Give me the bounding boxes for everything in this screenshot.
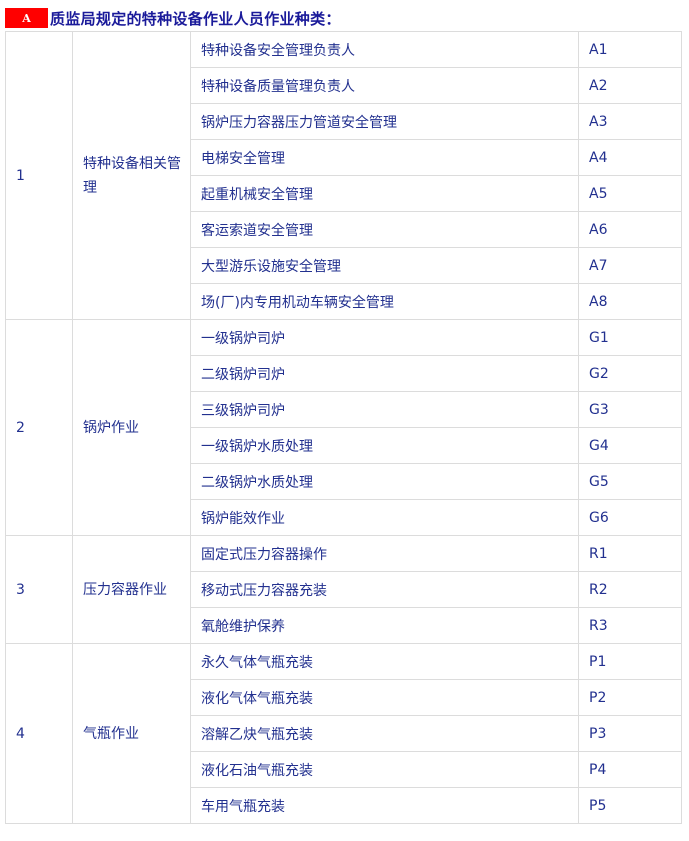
- table-row: 起重机械安全管理 A5: [6, 175, 682, 212]
- table-row: 电梯安全管理 A4: [6, 139, 682, 176]
- group-category: 特种设备相关管理: [72, 31, 191, 320]
- operation-code: G6: [578, 499, 682, 536]
- operation-name: 一级锅炉水质处理: [190, 427, 579, 464]
- table-row: 大型游乐设施安全管理 A7: [6, 247, 682, 284]
- operation-name: 起重机械安全管理: [190, 175, 579, 212]
- operation-code: R2: [578, 571, 682, 608]
- operation-code: A4: [578, 139, 682, 176]
- operation-name: 三级锅炉司炉: [190, 391, 579, 428]
- operation-name: 溶解乙炔气瓶充装: [190, 715, 579, 752]
- table-row: 氧舱维护保养 R3: [6, 607, 682, 644]
- operation-name: 客运索道安全管理: [190, 211, 579, 248]
- table-row: 溶解乙炔气瓶充装 P3: [6, 715, 682, 752]
- operation-name: 液化气体气瓶充装: [190, 679, 579, 716]
- section-badge: A: [5, 8, 48, 28]
- table-row: 液化气体气瓶充装 P2: [6, 679, 682, 716]
- section-heading: A 质监局规定的特种设备作业人员作业种类：: [5, 8, 341, 28]
- group-number: 1: [5, 31, 73, 320]
- operation-code: P4: [578, 751, 682, 788]
- operation-code: P5: [578, 787, 682, 824]
- group-category: 锅炉作业: [72, 319, 191, 536]
- table-row: 二级锅炉司炉 G2: [6, 355, 682, 392]
- operation-code: G4: [578, 427, 682, 464]
- operation-name: 二级锅炉司炉: [190, 355, 579, 392]
- operation-code: A1: [578, 31, 682, 68]
- section-title: 质监局规定的特种设备作业人员作业种类：: [50, 9, 341, 28]
- operation-name: 特种设备安全管理负责人: [190, 31, 579, 68]
- operation-name: 场(厂)内专用机动车辆安全管理: [190, 283, 579, 320]
- table-row: 锅炉能效作业 G6: [6, 499, 682, 536]
- table-row: 4 气瓶作业 永久气体气瓶充装 P1: [5, 643, 682, 824]
- operation-name: 锅炉压力容器压力管道安全管理: [190, 103, 579, 140]
- operation-code: A3: [578, 103, 682, 140]
- operation-code: A5: [578, 175, 682, 212]
- operation-name: 移动式压力容器充装: [190, 571, 579, 608]
- group-number: 2: [5, 319, 73, 536]
- table-row: 车用气瓶充装 P5: [6, 787, 682, 824]
- operation-name: 电梯安全管理: [190, 139, 579, 176]
- operation-name: 永久气体气瓶充装: [190, 643, 579, 680]
- group-number: 3: [5, 535, 73, 644]
- table-row: 客运索道安全管理 A6: [6, 211, 682, 248]
- operation-name: 二级锅炉水质处理: [190, 463, 579, 500]
- table-row: 2 锅炉作业 一级锅炉司炉 G1: [5, 319, 682, 536]
- operation-code: A2: [578, 67, 682, 104]
- table-row: 特种设备质量管理负责人 A2: [6, 67, 682, 104]
- operation-name: 锅炉能效作业: [190, 499, 579, 536]
- operation-code: A6: [578, 211, 682, 248]
- operation-code: G1: [578, 319, 682, 356]
- table-row: 三级锅炉司炉 G3: [6, 391, 682, 428]
- table-row: 液化石油气瓶充装 P4: [6, 751, 682, 788]
- operation-name: 车用气瓶充装: [190, 787, 579, 824]
- group-category: 压力容器作业: [72, 535, 191, 644]
- operation-code: P3: [578, 715, 682, 752]
- operation-name: 一级锅炉司炉: [190, 319, 579, 356]
- operation-code: P1: [578, 643, 682, 680]
- operation-code: R3: [578, 607, 682, 644]
- operation-code: G2: [578, 355, 682, 392]
- table-row: 场(厂)内专用机动车辆安全管理 A8: [6, 283, 682, 320]
- operation-name: 液化石油气瓶充装: [190, 751, 579, 788]
- operation-name: 大型游乐设施安全管理: [190, 247, 579, 284]
- operation-types-table: 1 特种设备相关管理 特种设备安全管理负责人 A1 特种设备质量管理负责人 A2 锅炉压力容…: [5, 31, 682, 824]
- operation-name: 固定式压力容器操作: [190, 535, 579, 572]
- operation-code: P2: [578, 679, 682, 716]
- table-row: 锅炉压力容器压力管道安全管理 A3: [6, 103, 682, 140]
- operation-code: A7: [578, 247, 682, 284]
- table-row: 移动式压力容器充装 R2: [6, 571, 682, 608]
- operation-code: G5: [578, 463, 682, 500]
- operation-code: R1: [578, 535, 682, 572]
- operation-code: G3: [578, 391, 682, 428]
- group-number: 4: [5, 643, 73, 824]
- table-row: 1 特种设备相关管理 特种设备安全管理负责人 A1: [5, 31, 682, 320]
- group-category: 气瓶作业: [72, 643, 191, 824]
- operation-code: A8: [578, 283, 682, 320]
- table-row: 二级锅炉水质处理 G5: [6, 463, 682, 500]
- table-row: 3 压力容器作业 固定式压力容器操作 R1: [5, 535, 682, 644]
- operation-name: 特种设备质量管理负责人: [190, 67, 579, 104]
- operation-name: 氧舱维护保养: [190, 607, 579, 644]
